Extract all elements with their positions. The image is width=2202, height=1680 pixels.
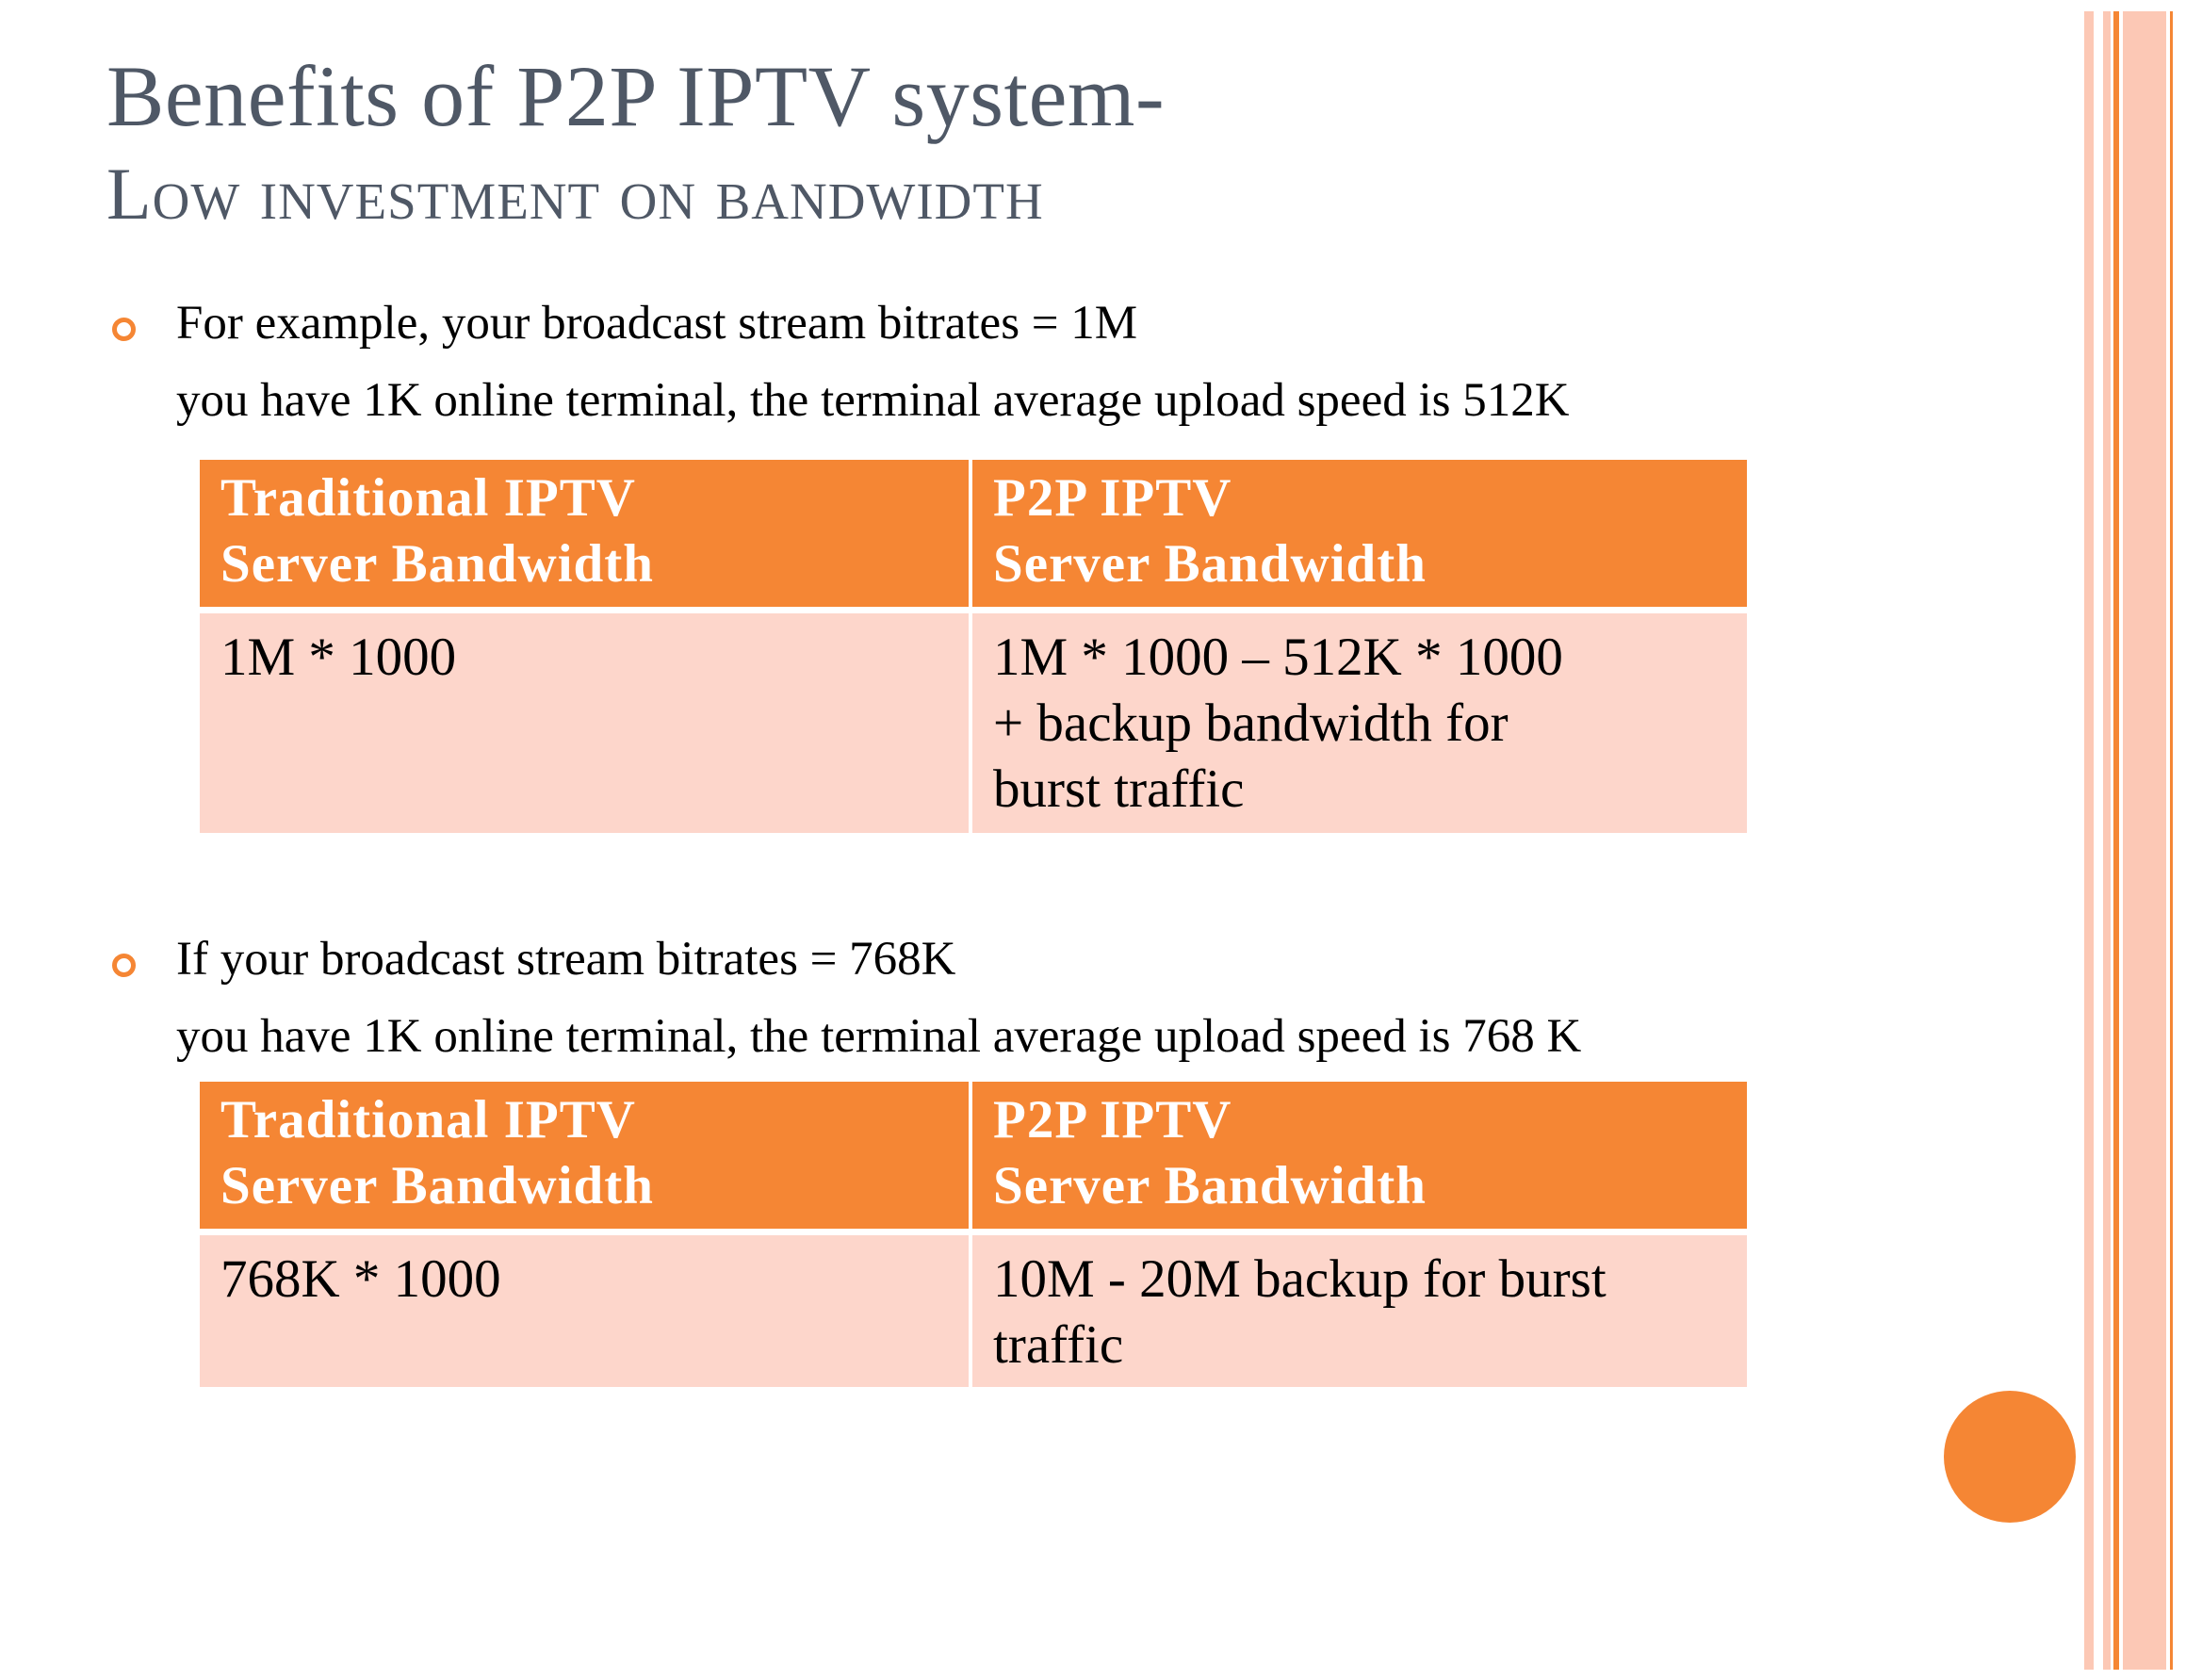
header-p2p-label: P2P IPTV Server Bandwidth: [993, 468, 1427, 594]
bullet-circle-icon: [112, 954, 136, 977]
table-row: 768K * 1000 10M - 20M backup for burst t…: [200, 1235, 1747, 1387]
bandwidth-table-2: Traditional IPTV Server Bandwidth P2P IP…: [200, 1082, 1747, 1387]
table-header-row: Traditional IPTV Server Bandwidth P2P IP…: [200, 1082, 1747, 1235]
decorative-stripe: [2170, 11, 2173, 1670]
table-header-row: Traditional IPTV Server Bandwidth P2P IP…: [200, 460, 1747, 613]
p2p-bandwidth-value: 1M * 1000 – 512K * 1000 + backup bandwid…: [993, 628, 1563, 819]
bullet-circle-icon: [112, 318, 136, 341]
p2p-bandwidth-value: 10M - 20M backup for burst traffic: [993, 1249, 1607, 1375]
header-traditional-label: Traditional IPTV Server Bandwidth: [220, 1090, 654, 1215]
table-header-cell: P2P IPTV Server Bandwidth: [972, 1082, 1747, 1235]
traditional-bandwidth-value: 768K * 1000: [220, 1249, 501, 1309]
header-p2p-label: P2P IPTV Server Bandwidth: [993, 1090, 1427, 1215]
bullet-text-line-1: If your broadcast stream bitrates = 768K: [176, 933, 956, 986]
bullet-text-line-1: For example, your broadcast stream bitra…: [176, 297, 1138, 350]
table-cell: 10M - 20M backup for burst traffic: [972, 1235, 1747, 1387]
title-line-2: Low investment on bandwidth: [106, 153, 1044, 235]
table-cell: 1M * 1000: [200, 613, 972, 833]
table-row: 1M * 1000 1M * 1000 – 512K * 1000 + back…: [200, 613, 1747, 833]
table-header-cell: Traditional IPTV Server Bandwidth: [200, 460, 972, 613]
decorative-circle: [1944, 1391, 2076, 1523]
decorative-stripe: [2113, 11, 2119, 1670]
table-header-cell: Traditional IPTV Server Bandwidth: [200, 1082, 972, 1235]
bandwidth-table-1: Traditional IPTV Server Bandwidth P2P IP…: [200, 460, 1747, 833]
table-cell: 768K * 1000: [200, 1235, 972, 1387]
decorative-stripe: [2103, 11, 2111, 1670]
header-traditional-label: Traditional IPTV Server Bandwidth: [220, 468, 654, 594]
decorative-stripe: [2123, 11, 2166, 1670]
slide-title: Benefits of P2P IPTV system- Low investm…: [106, 47, 1165, 243]
traditional-bandwidth-value: 1M * 1000: [220, 628, 457, 687]
title-line-1: Benefits of P2P IPTV system-: [106, 48, 1166, 144]
table-header-cell: P2P IPTV Server Bandwidth: [972, 460, 1747, 613]
table-cell: 1M * 1000 – 512K * 1000 + backup bandwid…: [972, 613, 1747, 833]
decorative-stripe: [2084, 11, 2094, 1670]
bullet-text-line-2: you have 1K online terminal, the termina…: [176, 374, 1570, 427]
bullet-text-line-2: you have 1K online terminal, the termina…: [176, 1010, 1582, 1063]
